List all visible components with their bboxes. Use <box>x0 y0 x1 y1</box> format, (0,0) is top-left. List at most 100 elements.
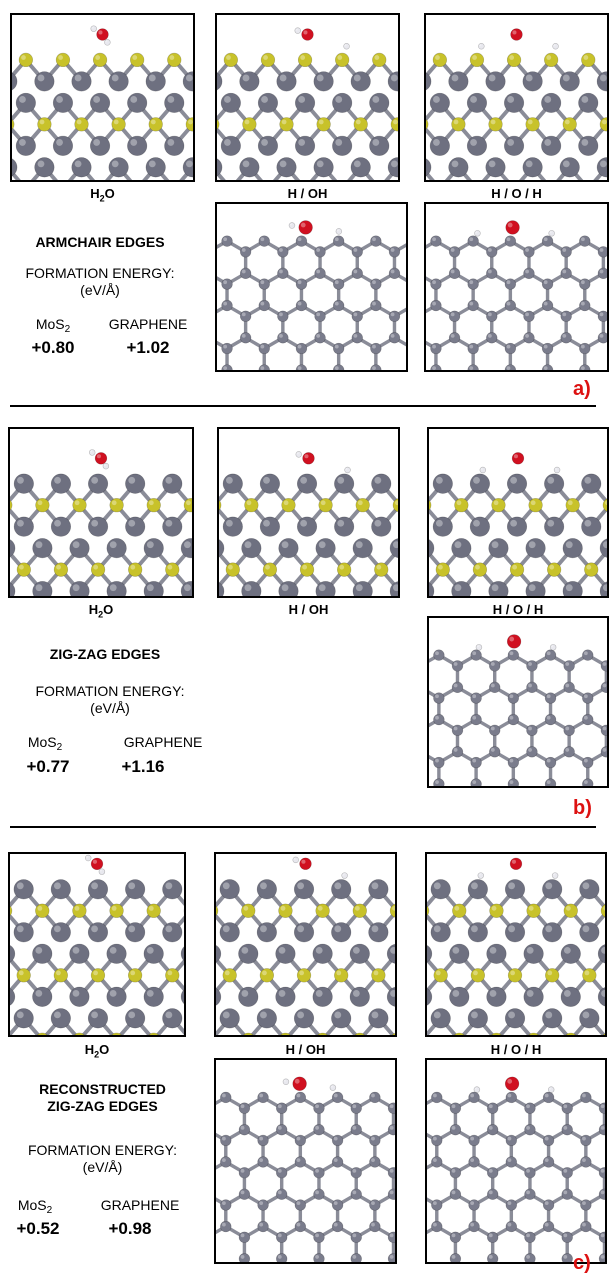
s-atom <box>38 118 52 132</box>
carbon-atom-highlight <box>241 1234 245 1238</box>
s-atom <box>110 904 124 918</box>
carbon-atom-highlight <box>435 780 439 784</box>
mo-atom-highlight <box>112 160 119 167</box>
mo-atom <box>163 517 183 537</box>
carbon-atom <box>505 300 516 311</box>
mo-atom <box>109 72 129 92</box>
mo-atom <box>449 944 469 964</box>
section-divider-2 <box>10 826 596 828</box>
s-atom-highlight <box>56 971 61 976</box>
s-atom <box>545 968 559 982</box>
carbon-atom-highlight <box>223 280 227 284</box>
caption-hoh-a: H / OH <box>215 186 400 201</box>
s-atom <box>280 118 294 132</box>
mo-atom-highlight <box>434 882 441 889</box>
s-atom <box>317 118 331 132</box>
mo-atom-highlight <box>545 882 552 889</box>
mo-atom <box>88 879 108 899</box>
carbon-atom-highlight <box>603 748 607 752</box>
carbon-atom <box>562 1103 573 1114</box>
mo-atom <box>217 72 222 92</box>
carbon-atom <box>545 779 556 786</box>
mos2-armchair-h2o-panel <box>10 13 195 182</box>
hydrogen-atom <box>554 467 560 473</box>
carbon-atom <box>434 693 445 704</box>
s-atom-highlight <box>472 55 477 60</box>
s-atom <box>110 498 124 512</box>
carbon-atom-highlight <box>489 1255 493 1259</box>
mo-atom <box>53 136 73 156</box>
formation-energy-unit: (eV/Å) <box>0 1159 205 1176</box>
carbon-atom-highlight <box>510 694 514 698</box>
mo-atom-highlight <box>19 139 26 146</box>
carbon-atom-highlight <box>469 345 473 349</box>
carbon-atom-highlight <box>334 1137 338 1141</box>
carbon-atom <box>450 1232 461 1243</box>
carbon-atom <box>506 1221 517 1232</box>
carbon-atom-highlight <box>507 345 511 349</box>
carbon-atom <box>333 343 344 354</box>
hydrogen-atom-highlight <box>551 645 553 647</box>
carbon-atom-highlight <box>565 684 569 688</box>
carbon-atom <box>434 714 445 725</box>
graphene-reconstructed-hoh2-structure <box>427 1060 605 1262</box>
s-atom <box>354 118 368 132</box>
carbon-atom <box>580 1200 591 1211</box>
mo-atom <box>487 944 507 964</box>
s-atom-highlight <box>186 500 191 505</box>
s-atom <box>36 498 50 512</box>
mo-atom <box>125 879 145 899</box>
section-title-armchair: ARMCHAIR EDGES <box>0 234 200 251</box>
mo-atom-highlight <box>510 520 517 527</box>
mo-atom-highlight <box>300 477 307 484</box>
carbon-atom-highlight <box>525 248 529 252</box>
mo-atom-highlight <box>110 541 117 548</box>
carbon-atom-highlight <box>315 1190 319 1194</box>
mo-atom <box>563 538 583 558</box>
mo-atom <box>331 922 351 942</box>
s-atom-highlight <box>358 500 363 505</box>
mo-atom-highlight <box>223 1012 230 1019</box>
oxygen-atom <box>95 452 107 464</box>
carbon-atom-highlight <box>562 334 566 338</box>
carbon-atom-highlight <box>334 1094 338 1098</box>
mo-atom-highlight <box>223 882 230 889</box>
graphene-energy-value-c: +0.98 <box>95 1219 165 1239</box>
carbon-atom-highlight <box>335 280 339 284</box>
mo-atom <box>297 474 317 494</box>
s-atom <box>452 904 466 918</box>
carbon-atom-highlight <box>489 1126 493 1130</box>
mo-atom-highlight <box>38 75 45 82</box>
carbon-atom-highlight <box>371 1223 375 1227</box>
mo-atom <box>334 517 354 537</box>
s-atom <box>245 498 259 512</box>
mo-atom <box>144 987 164 1007</box>
carbon-atom-highlight <box>600 334 604 338</box>
hydrogen-atom <box>478 873 484 879</box>
mo-atom <box>51 923 71 943</box>
carbon-atom <box>524 332 535 343</box>
mo-atom-highlight <box>19 96 26 103</box>
mo-atom <box>277 72 297 92</box>
s-atom-highlight <box>226 55 231 60</box>
carbon-atom <box>434 757 445 768</box>
mo-atom-highlight <box>282 584 289 591</box>
s-atom-highlight <box>75 906 80 911</box>
mo-atom-highlight <box>510 477 517 484</box>
carbon-atom <box>258 1157 269 1168</box>
carbon-atom <box>564 746 575 757</box>
mo-atom <box>542 922 562 942</box>
carbon-atom <box>220 1092 231 1103</box>
mo-atom <box>433 474 453 494</box>
mo-atom-highlight <box>263 477 270 484</box>
hydrogen-atom <box>552 873 558 879</box>
carbon-atom-highlight <box>315 1104 319 1108</box>
caption-h2o-b: H2O <box>8 602 194 620</box>
carbon-atom-highlight <box>526 1234 530 1238</box>
carbon-atom-highlight <box>371 1201 375 1205</box>
s-atom-highlight <box>93 971 98 976</box>
mo-atom-highlight <box>56 139 63 146</box>
mo-atom <box>146 158 166 178</box>
carbon-atom-highlight <box>354 313 358 317</box>
mo-atom-highlight <box>91 882 98 889</box>
